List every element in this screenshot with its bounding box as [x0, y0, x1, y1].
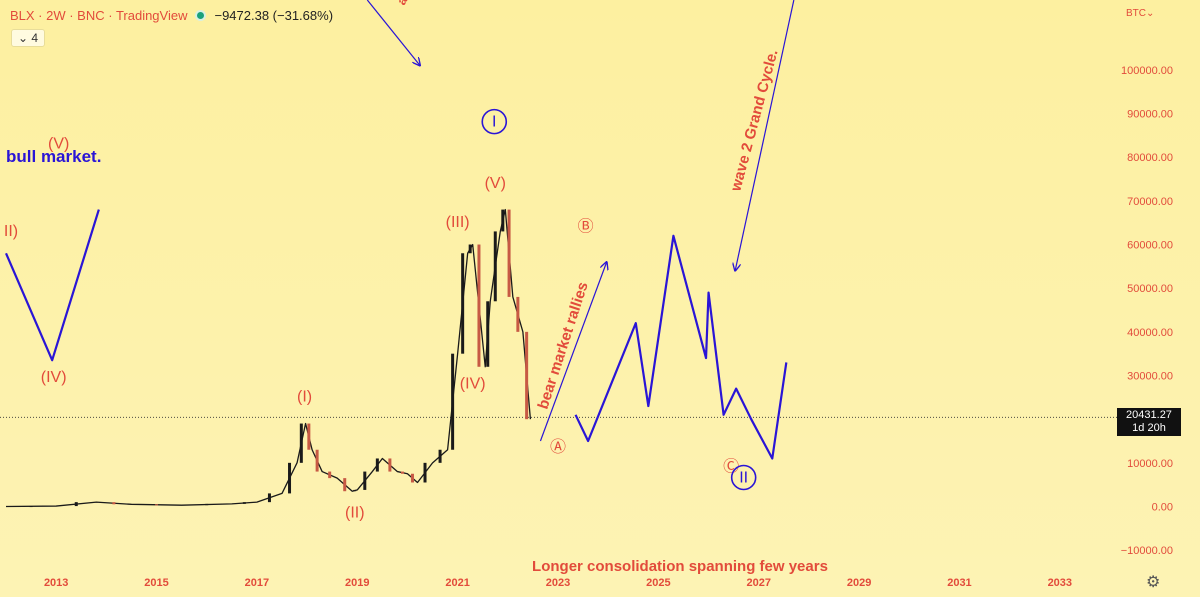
x-tick-label: 2029	[847, 577, 871, 589]
x-tick-label: 2033	[1048, 577, 1072, 589]
candle-body	[307, 423, 311, 450]
projection-right-wave-line	[574, 234, 788, 460]
candle-body	[477, 244, 481, 367]
candle-body	[29, 506, 33, 508]
candle-body	[388, 458, 392, 472]
circled-wave-marker	[730, 464, 757, 491]
candle-body	[525, 331, 529, 420]
bull-market-text: bull market.	[6, 147, 101, 166]
y-tick-label: 100000.00	[1121, 65, 1173, 77]
candle-body	[299, 423, 303, 463]
candle-body	[155, 504, 159, 506]
circled-wave-marker	[481, 108, 508, 135]
candle-body	[501, 209, 505, 232]
market-status-dot	[197, 12, 205, 19]
x-tick-label: 2017	[245, 577, 269, 589]
wave-label: (V)	[485, 175, 506, 192]
candle-body	[507, 209, 511, 297]
projection-left-wave-line	[4, 209, 100, 362]
x-tick-label: 2015	[144, 577, 168, 589]
wave-label: Ⓑ	[578, 217, 594, 235]
indicator-count: 4	[31, 31, 39, 45]
wave-label: (I)	[297, 389, 312, 406]
currency-label: BTC	[1126, 8, 1146, 19]
candle-body	[516, 296, 520, 332]
candle-body	[328, 471, 332, 479]
chevron-down-icon: ⌄	[18, 31, 29, 45]
y-tick-label: 30000.00	[1127, 371, 1173, 383]
cut-off-annotation-text: a	[394, 0, 411, 8]
indicator-toggle-button[interactable]: ⌄ 4	[11, 29, 46, 47]
candle-body	[353, 489, 357, 492]
grand-cycle-text: wave 2 Grand Cycle.	[727, 48, 781, 194]
candle-body	[205, 503, 209, 506]
wave-label: (V)	[48, 135, 69, 152]
chevron-down-icon: ⌄	[1146, 8, 1155, 19]
candle-body	[493, 231, 497, 302]
y-tick-label: 40000.00	[1127, 327, 1173, 339]
candle-body	[363, 471, 367, 490]
candle-body	[400, 471, 404, 474]
candle-body	[451, 353, 455, 450]
candle-body	[438, 449, 442, 463]
last-price-value: 20431.27	[1126, 409, 1172, 421]
consolidation-text: Longer consolidation spanning few years	[532, 558, 828, 575]
candle-body	[486, 301, 490, 367]
x-tick-label: 2031	[947, 577, 971, 589]
candle-body	[343, 478, 347, 492]
wave-label: (III)	[446, 214, 470, 231]
y-tick-label: 70000.00	[1127, 196, 1173, 208]
symbol-title[interactable]: BLX · 2W · BNC · TradingView	[10, 8, 188, 23]
x-tick-label: 2023	[546, 577, 570, 589]
wave-label: II)	[4, 223, 18, 240]
candle-body	[375, 458, 379, 472]
wave-label: (II)	[345, 504, 365, 521]
y-tick-label: 90000.00	[1127, 109, 1173, 121]
candle-body	[315, 449, 319, 472]
candle-body	[112, 502, 116, 505]
currency-selector[interactable]: BTC⌄	[1126, 8, 1154, 19]
y-tick-label: −10000.00	[1121, 545, 1173, 557]
annotation-arrow	[539, 262, 606, 442]
annotation-arrow	[735, 0, 795, 271]
circled-wave-label: I	[492, 114, 496, 131]
candle-body	[423, 462, 427, 483]
bar-countdown: 1d 20h	[1132, 422, 1166, 434]
wave-label: (IV)	[460, 376, 486, 393]
x-tick-label: 2019	[345, 577, 369, 589]
candle-body	[267, 493, 271, 503]
x-tick-label: 2025	[646, 577, 670, 589]
last-price-label: 20431.27 1d 20h	[1117, 408, 1181, 436]
price-change: −9472.38 (−31.68%)	[214, 8, 334, 23]
wave-label: Ⓐ	[550, 438, 566, 456]
candle-body	[242, 502, 246, 504]
y-tick-label: 60000.00	[1127, 240, 1173, 252]
x-tick-label: 2013	[44, 577, 68, 589]
y-tick-label: 80000.00	[1127, 152, 1173, 164]
candle-body	[461, 253, 465, 354]
circled-wave-label: II	[739, 469, 748, 486]
bear-market-rallies-text: bear market rallies	[535, 280, 592, 411]
y-tick-label: 0.00	[1152, 502, 1173, 514]
chart-header: BLX · 2W · BNC · TradingView −9472.38 (−…	[10, 8, 333, 23]
candle-body	[468, 244, 472, 254]
candle-body	[74, 502, 78, 507]
x-tick-label: 2027	[746, 577, 770, 589]
candle-body	[288, 462, 292, 494]
wave-label: (IV)	[41, 369, 67, 386]
candle-body	[410, 473, 414, 483]
gear-icon[interactable]: ⚙	[1146, 574, 1161, 591]
y-tick-label: 50000.00	[1127, 283, 1173, 295]
y-tick-label: 10000.00	[1127, 458, 1173, 470]
wave-label: Ⓒ	[723, 458, 739, 476]
x-tick-label: 2021	[445, 577, 469, 589]
annotation-arrow	[366, 0, 420, 65]
